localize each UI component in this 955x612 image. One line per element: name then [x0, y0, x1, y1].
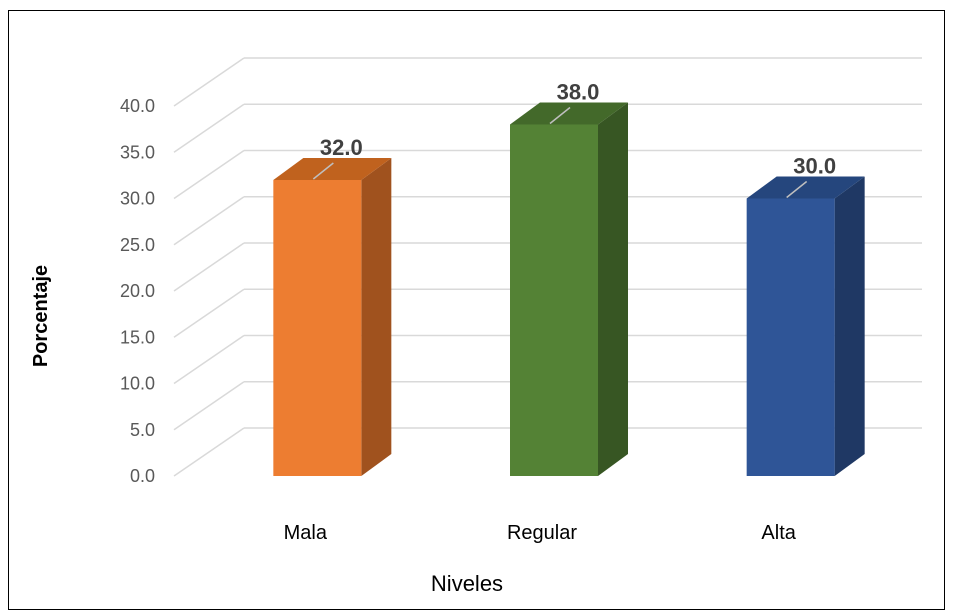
bar-chart: 0.05.010.015.020.025.030.035.040.0 32.03… — [30, 57, 922, 596]
y-tick-label: 20.0 — [120, 281, 155, 301]
data-label: 30.0 — [793, 154, 836, 179]
x-axis-category-labels: Mala Regular Alta — [284, 522, 797, 544]
y-axis-title: Porcentaje — [30, 265, 52, 367]
y-tick-label: 35.0 — [120, 142, 155, 162]
chart-frame: 0.0 5.0 10.0 15.0 20.0 25.0 30.0 35.0 40.0 32.0 3… — [8, 10, 945, 610]
bars — [273, 102, 865, 476]
y-tick-label: 30.0 — [120, 189, 155, 209]
x-category-label: Regular — [507, 522, 577, 544]
data-label-leader — [312, 162, 334, 180]
data-label-leader — [549, 106, 571, 125]
x-category-label: Alta — [761, 522, 796, 544]
y-tick-label: 15.0 — [120, 327, 155, 347]
x-category-label: Mala — [284, 522, 328, 544]
y-axis-tick-labels: 0.0 5.0 10.0 15.0 20.0 25.0 30.0 35.0 40.0 — [120, 96, 155, 486]
gridline — [173, 57, 922, 107]
x-axis-title: Niveles — [431, 571, 503, 596]
y-tick-label: 25.0 — [120, 235, 155, 255]
data-label-leader — [786, 180, 808, 199]
y-tick-label: 5.0 — [130, 420, 155, 440]
y-tick-label: 10.0 — [120, 374, 155, 394]
bar-alta — [746, 176, 865, 476]
y-tick-label: 40.0 — [120, 96, 155, 116]
data-label: 32.0 — [320, 135, 363, 160]
bar-regular — [510, 102, 628, 476]
data-label: 38.0 — [557, 80, 600, 105]
bar-mala — [273, 158, 392, 476]
y-tick-label: 0.0 — [130, 466, 155, 486]
data-labels: 32.0 38.0 30.0 — [312, 80, 836, 199]
